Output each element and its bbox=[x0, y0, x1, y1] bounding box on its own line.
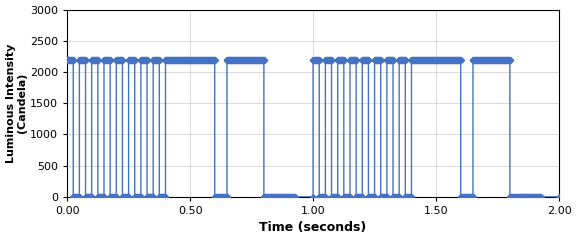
Y-axis label: Luminous Intensity
(Candela): Luminous Intensity (Candela) bbox=[6, 43, 27, 163]
X-axis label: Time (seconds): Time (seconds) bbox=[260, 222, 367, 234]
